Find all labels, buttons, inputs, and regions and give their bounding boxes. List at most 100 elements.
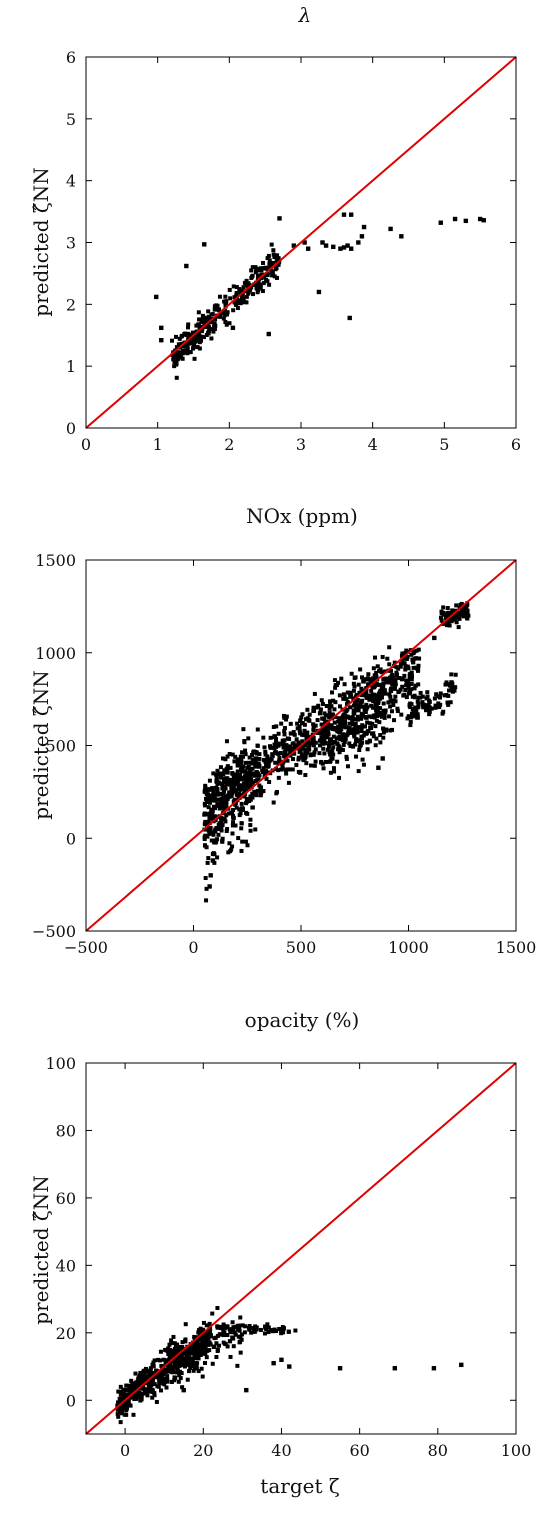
panel-2-data-point (231, 774, 236, 779)
panel-1-data-point (212, 324, 217, 329)
panel-3-data-point (168, 1348, 173, 1353)
panel-2-data-point (357, 690, 362, 695)
panel-2-data-point (465, 608, 470, 613)
panel-2-x-tick-label: 1500 (496, 938, 537, 957)
panel-2-data-point (449, 680, 454, 685)
panel-2-data-point (265, 757, 270, 762)
panel-3-data-point (211, 1345, 216, 1350)
panel-3-y-tick-label: 20 (56, 1324, 76, 1343)
panel-3-data-point (166, 1365, 171, 1370)
panel-1-x-tick-label: 5 (439, 435, 449, 454)
panel-2-data-point (239, 826, 244, 831)
panel-3-data-point (158, 1349, 163, 1354)
panel-2-data-point (332, 707, 337, 712)
panel-1-data-point (267, 282, 272, 287)
panel-3-data-point (214, 1341, 219, 1346)
panel-1-data-point (265, 279, 270, 284)
panel-3-data-point (200, 1333, 205, 1338)
panel-2-data-point (244, 799, 249, 804)
panel-2-data-point (329, 723, 334, 728)
panel-2-data-point (280, 738, 285, 743)
panel-2-data-point (407, 715, 412, 720)
panel-3-data-point (118, 1420, 123, 1425)
panel-2-data-point (273, 750, 278, 755)
panel-1-data-point (184, 333, 189, 338)
panel-2-data-point (313, 723, 318, 728)
panel-1-data-point (259, 268, 264, 273)
panel-2-data-point (221, 772, 226, 777)
panel-3-data-point (192, 1366, 197, 1371)
panel-2-data-point (359, 693, 364, 698)
panel-2-data-point (215, 837, 220, 842)
panel-2-data-point (235, 769, 240, 774)
panel-2-data-point (361, 762, 366, 767)
panel-1-data-point (186, 322, 191, 327)
panel-2-data-point (325, 727, 330, 732)
panel-3-data-point (169, 1366, 174, 1371)
panel-2-data-point (465, 616, 470, 621)
panel-1-data-point (221, 316, 226, 321)
panel-2-data-point (204, 886, 209, 891)
panel-1-data-point (251, 292, 256, 297)
panel-2-data-point (271, 724, 276, 729)
panel-2-data-point (238, 811, 243, 816)
panel-3-data-point (253, 1324, 258, 1329)
panel-2-data-point (243, 752, 248, 757)
panel-3-data-point (184, 1353, 189, 1358)
panel-1-data-point (262, 274, 267, 279)
panel-2-data-point (339, 676, 344, 681)
panel-2-data-point (327, 740, 332, 745)
panel-2-data-point (305, 734, 310, 739)
panel-2-data-point (371, 676, 376, 681)
panel-3-data-point (138, 1370, 143, 1375)
panel-3-data-point (122, 1396, 127, 1401)
panel-2-data-point (383, 691, 388, 696)
panel-3-data-point (194, 1341, 199, 1346)
panel-2-data-point (435, 694, 440, 699)
panel-2-data-point (367, 697, 372, 702)
panel-1-y-tick-label: 2 (66, 295, 76, 314)
panel-3-data-point (196, 1336, 201, 1341)
panel-3-data-point (227, 1327, 232, 1332)
panel-2-data-point (239, 801, 244, 806)
panel-2-data-point (400, 684, 405, 689)
panel-3-data-point (172, 1357, 177, 1362)
panel-3-data-point (221, 1333, 226, 1338)
panel-2-data-point (298, 749, 303, 754)
panel-2-data-point (223, 786, 228, 791)
panel-2-data-point (326, 744, 331, 749)
panel-2-data-point (418, 690, 423, 695)
panel-3-data-point (262, 1331, 267, 1336)
panel-1-data-point (193, 339, 198, 344)
panel-2-data-point (349, 730, 354, 735)
panel-3-data-point (117, 1389, 122, 1394)
panel-2-data-point (223, 776, 228, 781)
panel-1-data-point (347, 315, 352, 321)
panel-2-data-point (407, 682, 412, 687)
panel-2-data-point (284, 717, 289, 722)
panel-2-data-point (245, 774, 250, 779)
panel-3-data-point (207, 1321, 212, 1326)
panel-2-data-point (288, 750, 293, 755)
panel-2-data-point (465, 602, 470, 607)
panel-2-data-point (361, 679, 366, 684)
panel-2-data-point (394, 665, 399, 670)
panel-2-data-point (382, 712, 387, 717)
panel-2-data-point (327, 715, 332, 720)
panel-3-reference-line (85, 1062, 517, 1435)
panel-2-data-point (340, 748, 345, 753)
panel-2-data-point (346, 715, 351, 720)
panel-2-data-point (298, 719, 303, 724)
panel-2-data-point (368, 678, 373, 683)
panel-2-data-point (357, 739, 362, 744)
panel-2-data-point (276, 768, 281, 773)
panel-2-data-point (339, 727, 344, 732)
panel-2-data-point (448, 683, 453, 688)
panel-1-data-point (277, 216, 282, 221)
panel-3-data-point (150, 1362, 155, 1367)
panel-3-data-point (204, 1323, 209, 1328)
panel-2-data-point (392, 660, 397, 665)
panel-3-data-point (130, 1389, 135, 1394)
panel-2-data-point (348, 690, 353, 695)
panel-1-data-point (204, 332, 209, 337)
